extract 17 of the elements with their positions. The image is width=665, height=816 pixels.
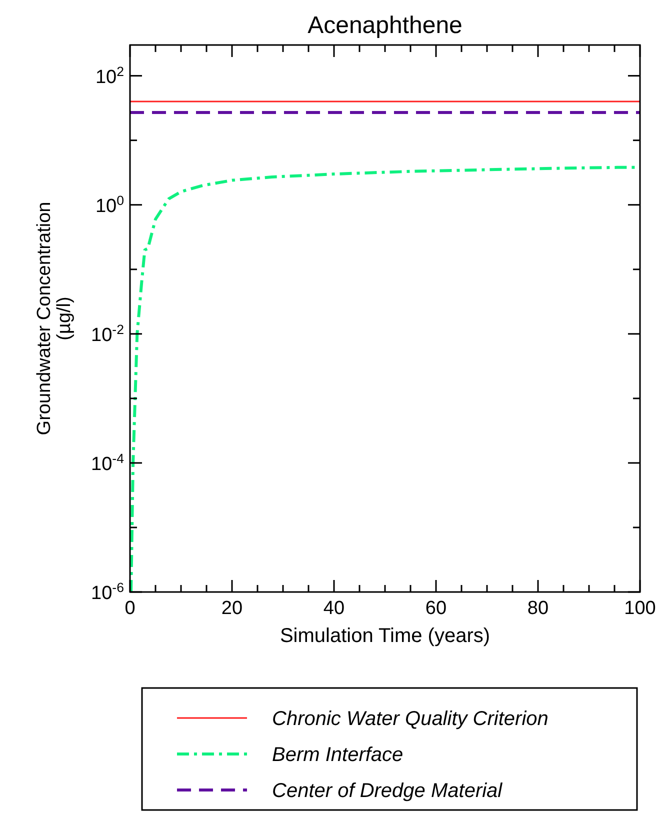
legend-label: Center of Dredge Material — [272, 780, 503, 802]
x-tick-label: 100 — [624, 598, 656, 619]
x-tick-label: 60 — [425, 598, 447, 619]
x-tick-label: 20 — [221, 598, 243, 619]
chart-title: Acenaphthene — [308, 12, 462, 39]
legend-label: Berm Interface — [272, 744, 404, 766]
x-tick-label: 0 — [124, 598, 136, 619]
legend-label: Chronic Water Quality Criterion — [272, 708, 548, 730]
y-tick-label: 10$^{-6}$ — [91, 580, 124, 604]
y-tick-label: 10$^{-4}$ — [91, 450, 124, 475]
y-axis-title: Groundwater Concentration (µg/l) — [34, 202, 75, 436]
x-axis-title: Simulation Time (years) — [280, 625, 490, 647]
x-tick-label: 40 — [323, 598, 345, 619]
y-tick-label: 10$^{0}$ — [95, 192, 124, 217]
y-tick-label: 10$^{2}$ — [95, 63, 124, 88]
x-tick-label: 80 — [527, 598, 549, 619]
y-tick-label: 10$^{-2}$ — [91, 321, 124, 346]
